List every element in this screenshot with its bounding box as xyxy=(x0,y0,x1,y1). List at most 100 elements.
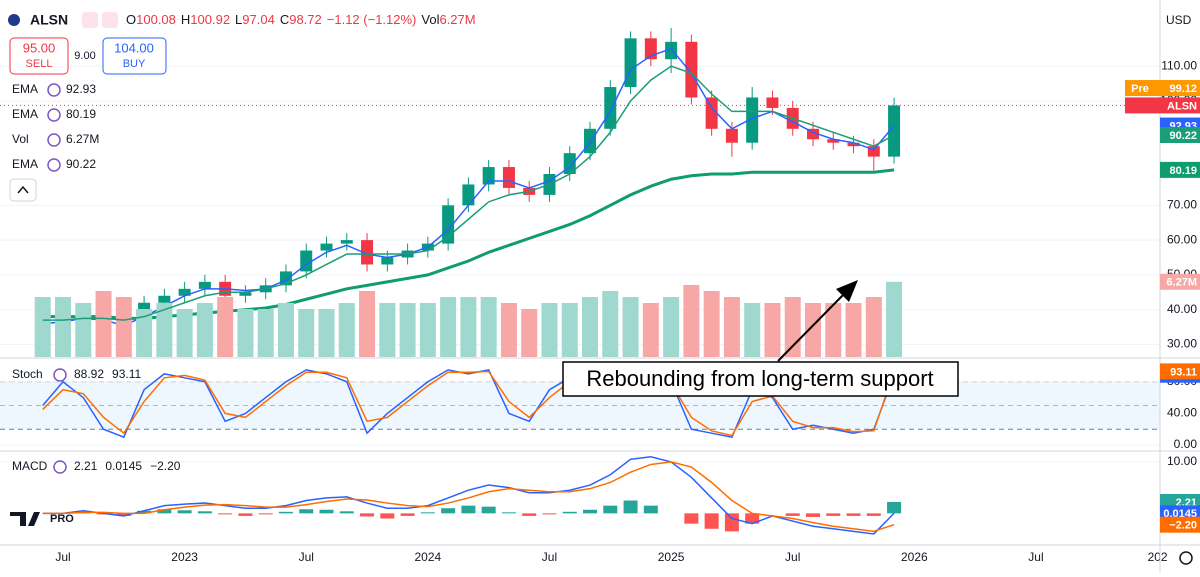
x-tick-label: Jul xyxy=(785,550,800,564)
symbol: ALSN xyxy=(30,12,68,28)
change: −1.12 (−1.12%) xyxy=(327,12,417,27)
settings-icon[interactable] xyxy=(1179,551,1193,565)
price-tag-label: 6.27M xyxy=(1166,277,1197,289)
collapse-button[interactable] xyxy=(9,178,37,202)
annotation-arrow xyxy=(777,292,846,362)
histogram-bar xyxy=(724,513,739,532)
legend-value: 88.92 xyxy=(74,367,104,381)
candle-body xyxy=(584,128,597,154)
legend-icon[interactable] xyxy=(47,108,61,122)
candle-body xyxy=(766,97,779,108)
ohlc-readout: O100.08 H100.92 L97.04 C98.72 −1.12 (−1.12%)… xyxy=(126,12,476,27)
histogram-bar xyxy=(380,513,395,519)
arrow-head xyxy=(836,280,858,302)
sell-label[interactable]: SELL xyxy=(26,58,53,70)
price-tag-label: 80.19 xyxy=(1169,165,1197,177)
histogram-bar xyxy=(116,513,131,516)
x-tick-label: 2023 xyxy=(171,550,198,564)
candle-body xyxy=(502,167,515,188)
histogram-bar xyxy=(562,511,577,514)
candle-body xyxy=(827,139,840,143)
histogram-bar xyxy=(137,510,152,514)
histogram-bar xyxy=(542,513,557,515)
histogram-bar xyxy=(461,505,476,514)
x-tick-label: Jul xyxy=(55,550,70,564)
badge xyxy=(102,12,118,28)
histogram-bar xyxy=(745,513,760,524)
volume-bar xyxy=(642,303,659,357)
legend-name: EMA xyxy=(12,157,38,171)
histogram-bar xyxy=(360,513,375,517)
histogram-bar xyxy=(299,509,314,514)
volume-bar xyxy=(419,303,436,357)
candle-body xyxy=(685,41,698,98)
collapse-icon[interactable] xyxy=(17,185,29,194)
histogram-bar xyxy=(218,513,233,515)
volume-bar xyxy=(683,285,700,357)
legends: EMA 92.93 EMA 80.19 Vol 6.27M EMA 90.22 Stoch 88.… xyxy=(12,82,181,474)
volume-bar xyxy=(784,297,801,357)
x-tick-label: Jul xyxy=(299,550,314,564)
legend-icon[interactable] xyxy=(47,83,61,97)
histogram-bar xyxy=(887,501,902,514)
price-tag-label: −2.20 xyxy=(1169,520,1197,532)
sell-button[interactable] xyxy=(9,37,69,75)
buy-label[interactable]: BUY xyxy=(123,58,146,70)
line xyxy=(42,65,895,321)
legend-value: 6.27M xyxy=(66,132,99,146)
line xyxy=(42,369,895,437)
volume-bar xyxy=(298,309,315,357)
histogram-bar xyxy=(339,511,354,514)
x-tick-label: Jul xyxy=(542,550,557,564)
volume-bar xyxy=(804,303,821,357)
pre-tag xyxy=(1125,80,1200,97)
x-tick-label: 2025 xyxy=(658,550,685,564)
y-tick-label: 110.00 xyxy=(1161,58,1197,72)
price-tag-label: 90.22 xyxy=(1169,130,1197,142)
x-tick-label: Jul xyxy=(1028,550,1043,564)
histogram-bar xyxy=(441,508,456,514)
price-tag-label: ALSN xyxy=(1167,100,1197,112)
candle-body xyxy=(158,295,171,303)
volume-bar xyxy=(764,303,781,357)
sell-price[interactable]: 95.00 xyxy=(23,40,56,55)
histogram-bar xyxy=(400,513,415,516)
candle-body xyxy=(482,167,495,185)
volume-bar xyxy=(136,309,153,357)
legend-icon[interactable] xyxy=(47,133,61,147)
histogram-bar xyxy=(583,509,598,514)
volume-bar xyxy=(399,303,416,357)
line xyxy=(42,455,895,535)
legend-icon[interactable] xyxy=(47,158,61,172)
price-tags: ALSNPre99.1292.9380.196.27M90.2288.9293.… xyxy=(1125,80,1200,533)
volume-bar xyxy=(561,303,578,357)
buy-button[interactable] xyxy=(102,37,167,75)
indicator-icon[interactable] xyxy=(53,368,67,382)
ohlc-label: H xyxy=(181,12,190,27)
volume-bar xyxy=(95,291,112,357)
histogram-bar xyxy=(643,505,658,514)
currency: USD xyxy=(1166,13,1192,27)
volume-bar xyxy=(744,303,761,357)
candle-body xyxy=(867,146,880,157)
ohlc-label: L xyxy=(235,12,242,27)
candle-body xyxy=(340,240,353,244)
indicator-icon[interactable] xyxy=(53,460,67,474)
candle-body xyxy=(361,240,374,265)
candle-body xyxy=(888,105,901,157)
ohlc-label: O xyxy=(126,12,136,27)
volume-bar xyxy=(500,303,517,357)
legend-value: −2.20 xyxy=(150,459,181,473)
volume-bar xyxy=(115,297,132,357)
histogram-bar xyxy=(603,505,618,514)
volume-bar xyxy=(217,297,234,357)
price-tag xyxy=(1160,161,1200,178)
legend-name: EMA xyxy=(12,107,38,121)
buy-price[interactable]: 104.00 xyxy=(114,40,154,55)
volume-bar xyxy=(156,303,173,357)
legend-value: 92.93 xyxy=(66,82,96,96)
line xyxy=(42,461,895,533)
symbol-logo xyxy=(8,14,20,26)
